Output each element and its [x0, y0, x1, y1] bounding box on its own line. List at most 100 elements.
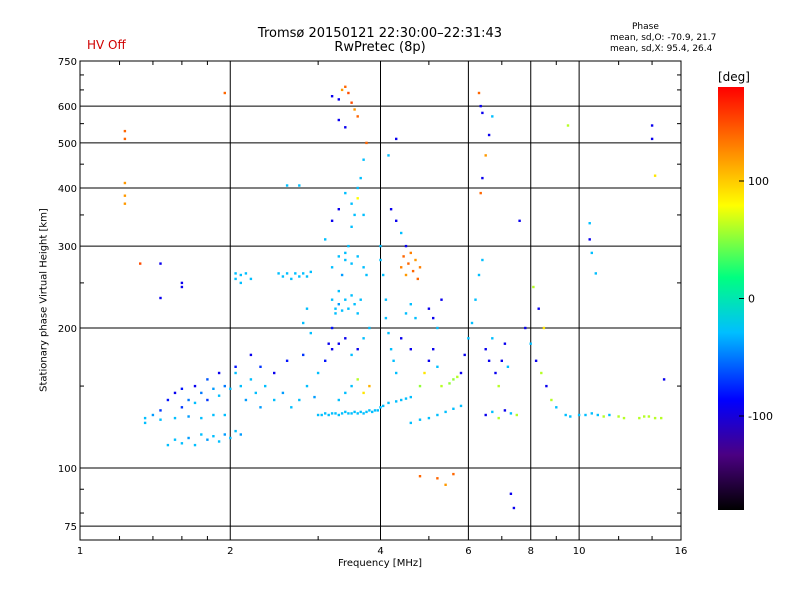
data-point [423, 371, 426, 375]
data-point [350, 262, 353, 265]
data-point [409, 421, 412, 425]
data-point [362, 266, 365, 269]
data-point [387, 331, 390, 335]
data-point [411, 269, 415, 273]
data-point [249, 378, 253, 381]
data-point [395, 219, 398, 222]
data-point [239, 433, 242, 436]
data-point [491, 410, 494, 414]
data-point [353, 410, 356, 414]
y-axis-ticks: 75 100 200 300 400 500 600 750 [58, 57, 681, 533]
data-point [344, 391, 347, 395]
data-point [234, 365, 237, 368]
data-point [350, 353, 353, 357]
data-point [503, 342, 507, 345]
data-point [503, 409, 507, 412]
data-point [440, 298, 443, 301]
data-point [537, 307, 540, 310]
data-point [344, 258, 347, 262]
data-point [159, 262, 162, 265]
data-point [327, 342, 330, 345]
data-point [187, 436, 190, 440]
data-point [487, 359, 491, 362]
data-point [365, 273, 368, 277]
data-point [254, 391, 257, 395]
data-point [481, 258, 484, 262]
data-point [379, 406, 382, 409]
data-point [484, 348, 487, 351]
data-point [159, 296, 162, 300]
data-point [180, 442, 184, 445]
data-point [151, 413, 155, 417]
data-point [180, 285, 184, 289]
data-point [344, 251, 347, 255]
data-point [123, 181, 127, 185]
data-point [596, 413, 599, 417]
data-point [350, 412, 353, 415]
data-point [353, 213, 356, 217]
y-tick-label: 75 [64, 522, 77, 533]
data-point [200, 416, 203, 420]
colorbar-ticks: 100 0 -100 [739, 175, 773, 423]
data-point [359, 410, 362, 414]
y-tick-label: 600 [58, 102, 77, 113]
data-point [330, 412, 334, 415]
data-point [427, 359, 431, 362]
data-point [305, 384, 309, 388]
data-point [340, 273, 344, 277]
data-point [123, 129, 127, 133]
data-point [244, 398, 248, 402]
data-point [350, 384, 353, 388]
data-point [180, 406, 184, 409]
data-point [362, 337, 365, 340]
data-point [484, 154, 487, 157]
data-point [123, 194, 127, 197]
data-point [290, 277, 293, 281]
data-point [239, 281, 242, 285]
data-point [347, 412, 350, 415]
data-point [404, 312, 408, 315]
data-point [400, 337, 403, 340]
data-point [362, 412, 365, 415]
data-point [193, 384, 197, 388]
data-point [444, 483, 447, 486]
data-point [555, 406, 558, 409]
data-point [356, 312, 359, 315]
data-point [545, 384, 548, 388]
data-point [212, 435, 215, 438]
data-point [481, 176, 484, 180]
data-point [359, 176, 362, 180]
data-point [143, 421, 147, 425]
data-point [368, 384, 371, 388]
data-point [316, 371, 320, 375]
data-point [330, 348, 334, 351]
data-point [497, 384, 500, 388]
data-point [334, 412, 337, 415]
data-point [569, 415, 572, 418]
data-point [404, 397, 408, 400]
data-point [577, 413, 581, 417]
data-point [409, 251, 412, 255]
data-point [362, 158, 365, 161]
data-point [608, 413, 611, 417]
data-point [662, 378, 666, 381]
data-point [180, 387, 184, 390]
data-point [302, 321, 305, 325]
data-point [477, 91, 481, 95]
data-point [334, 312, 337, 315]
data-point [474, 298, 477, 301]
data-point [187, 415, 190, 418]
data-point [298, 398, 301, 402]
data-point [337, 413, 340, 417]
data-point [467, 337, 470, 340]
data-point [337, 303, 340, 306]
data-point [259, 406, 262, 409]
data-point [330, 95, 334, 98]
data-point [229, 387, 232, 390]
data-point [566, 124, 570, 127]
data-point [643, 415, 646, 418]
data-point [432, 348, 435, 351]
data-point [384, 316, 388, 320]
data-point [416, 277, 419, 281]
data-point [281, 275, 285, 278]
